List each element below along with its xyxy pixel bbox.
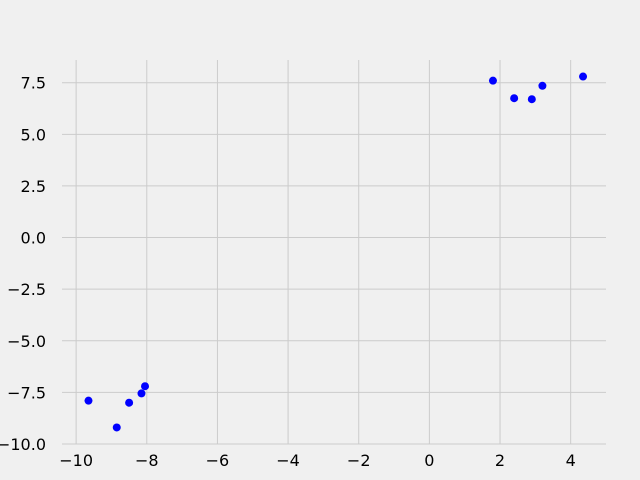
y-tick-label: −2.5 [7, 280, 46, 299]
x-tick-label: −6 [206, 451, 230, 470]
data-point [113, 423, 121, 431]
data-point [510, 94, 518, 102]
x-tick-label: −8 [135, 451, 159, 470]
y-tick-label: −7.5 [7, 383, 46, 402]
data-point [579, 73, 587, 81]
data-point [489, 77, 497, 85]
data-point [125, 399, 133, 407]
x-tick-label: 2 [495, 451, 505, 470]
x-tick-label: −2 [347, 451, 371, 470]
y-tick-label: −5.0 [7, 332, 46, 351]
y-tick-label: 0.0 [21, 229, 46, 248]
data-point [141, 382, 149, 390]
data-point [538, 82, 546, 90]
y-tick-label: 2.5 [21, 177, 46, 196]
x-tick-label: 4 [566, 451, 576, 470]
y-tick-label: 7.5 [21, 74, 46, 93]
data-point [528, 95, 536, 103]
x-tick-label: 0 [424, 451, 434, 470]
x-tick-label: −4 [276, 451, 300, 470]
data-point [137, 389, 145, 397]
x-tick-label: −10 [59, 451, 93, 470]
y-tick-label: −10.0 [0, 435, 46, 454]
data-point [84, 397, 92, 405]
y-tick-label: 5.0 [21, 125, 46, 144]
